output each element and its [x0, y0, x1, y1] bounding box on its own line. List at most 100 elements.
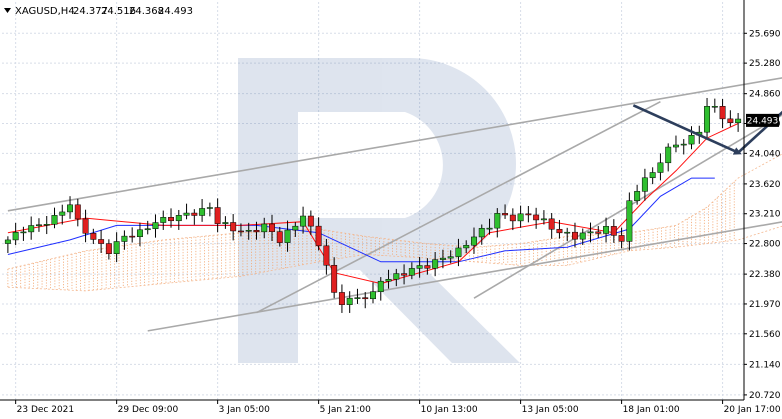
candle-body	[401, 273, 408, 276]
y-tick-label: 21.140	[749, 360, 781, 370]
candle	[67, 196, 74, 219]
candle-body	[214, 207, 221, 224]
candle-body	[307, 215, 314, 227]
candle	[362, 292, 369, 309]
candle	[525, 206, 532, 223]
candle-body	[393, 273, 400, 280]
candle	[269, 214, 275, 242]
candle-body	[509, 214, 516, 222]
candle-body	[618, 235, 625, 242]
candle	[517, 205, 524, 228]
candle	[136, 222, 143, 247]
candle-body	[323, 245, 330, 266]
candle-body	[634, 191, 641, 201]
cloud-lower-edge	[7, 225, 782, 292]
candle	[51, 207, 58, 229]
candle-body	[370, 291, 376, 300]
candle	[401, 264, 408, 285]
y-tick-label: 22.380	[749, 270, 781, 280]
candle-body	[711, 106, 718, 108]
y-tick-label: 23.210	[749, 210, 781, 220]
candle-body	[152, 222, 159, 229]
candle	[113, 232, 120, 263]
candle-body	[222, 222, 229, 224]
candle-body	[548, 218, 555, 230]
high-value: 24.516	[101, 6, 136, 17]
candle	[253, 221, 260, 240]
candle	[416, 256, 423, 278]
candle-body	[315, 225, 322, 247]
candle	[82, 209, 89, 243]
x-tick-label: 18 Jan 01:00	[623, 405, 680, 415]
watermark-logo	[238, 58, 520, 363]
candle-body	[478, 228, 485, 238]
candle-body	[59, 211, 66, 216]
candle-body	[564, 231, 571, 234]
candle-body	[82, 218, 89, 234]
candle	[432, 251, 439, 277]
ichimoku-cloud	[7, 153, 782, 292]
candle	[284, 220, 291, 252]
candle-body	[300, 215, 307, 227]
candle-body	[377, 280, 384, 292]
candle-body	[727, 118, 734, 123]
candle-body	[525, 213, 532, 216]
close-value: 24.493	[158, 6, 193, 17]
candle-body	[354, 297, 361, 299]
forecast-arrow	[632, 104, 782, 155]
channel-line	[147, 221, 782, 332]
candle	[439, 249, 446, 269]
candle-body	[4, 239, 11, 244]
candle-body	[191, 212, 198, 216]
x-tick-label: 5 Jan 21:00	[320, 405, 372, 415]
candle-body	[486, 227, 493, 230]
candle	[719, 98, 726, 129]
candle	[494, 208, 501, 238]
candle-body	[35, 224, 42, 226]
candle-body	[540, 218, 547, 221]
candle-body	[494, 213, 501, 229]
candle-body	[610, 226, 617, 236]
candle	[548, 213, 555, 239]
candle	[486, 218, 493, 235]
candle-body	[680, 143, 687, 146]
candle	[245, 222, 252, 240]
candle	[307, 210, 314, 236]
candle	[385, 269, 392, 289]
dropdown-triangle-icon[interactable]	[4, 8, 11, 13]
candle-body	[408, 268, 415, 276]
candle-body	[113, 241, 120, 254]
candle-body	[471, 236, 477, 246]
candle-body	[657, 162, 664, 173]
candle-body	[416, 265, 423, 269]
candle	[183, 203, 190, 220]
candle-body	[641, 177, 648, 192]
candle	[323, 238, 330, 275]
y-tick-label: 20.720	[749, 391, 781, 401]
candle-body	[74, 204, 81, 220]
candle	[665, 143, 672, 172]
candle	[214, 198, 221, 233]
x-tick-label: 29 Dec 09:00	[118, 405, 179, 415]
candle-body	[688, 134, 695, 145]
candle	[346, 291, 353, 313]
candle-body	[136, 229, 143, 237]
candle	[649, 167, 656, 185]
channel-line	[7, 77, 782, 212]
y-tick-label: 25.280	[749, 59, 781, 69]
x-tick-label: 13 Jan 05:00	[522, 405, 579, 415]
candle	[222, 216, 229, 229]
candle	[509, 208, 516, 231]
candle	[331, 257, 338, 299]
candle	[478, 224, 485, 245]
candle-body	[626, 200, 633, 242]
chart-header: XAGUSD,H4 24.377 24.516 24.368 24.493	[4, 6, 193, 17]
candle	[370, 282, 376, 304]
candlesticks	[4, 97, 742, 313]
candle	[579, 228, 586, 245]
low-value: 24.368	[129, 6, 164, 17]
candle-body	[346, 297, 353, 305]
y-tick-label: 25.690	[749, 29, 781, 39]
candle-body	[735, 118, 742, 123]
